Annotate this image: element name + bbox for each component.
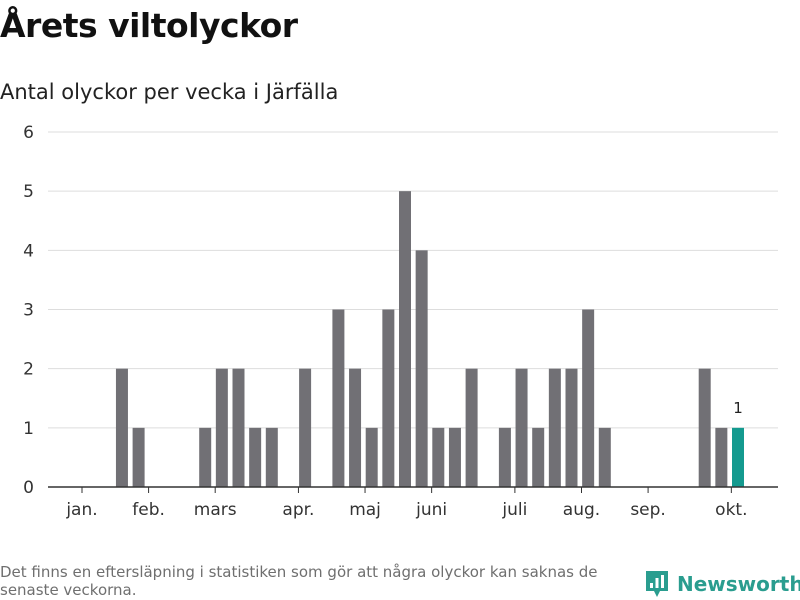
chart-title: Årets viltolyckor [0,6,298,45]
bar [582,309,595,487]
y-tick-label: 0 [23,478,34,498]
bar [365,427,378,487]
chart-subtitle: Antal olyckor per vecka i Järfälla [0,80,339,104]
newsworthy-logo[interactable]: Newsworthy [644,569,800,599]
x-tick-label: apr. [282,500,314,520]
y-tick-label: 4 [23,241,34,261]
bar-chart: 0 1 2 3 4 5 6 1 jan. feb. mars apr. maj juni juli aug. s… [23,123,778,520]
bar [232,368,245,487]
bar [532,427,545,487]
footnote: Det finns en eftersläpning i statistiken… [0,563,598,599]
y-tick-label: 5 [23,182,34,202]
x-tick-label: feb. [132,500,165,520]
bar [249,427,262,487]
x-tick-label: juli [501,500,527,520]
bar [465,368,478,487]
x-tick-label: sep. [630,500,666,520]
bar [698,368,711,487]
bar [349,368,362,487]
x-tick-label: mars [194,500,237,520]
bar [548,368,561,487]
bar [332,309,345,487]
bar [415,250,428,487]
bar [399,191,411,487]
highlight-bar [732,427,744,487]
x-tick-label: okt. [715,500,747,520]
y-tick-label: 3 [23,301,34,321]
x-tick-label: aug. [563,500,600,520]
bar [432,427,445,487]
x-tick-label: juni [415,500,447,520]
bar [598,427,611,487]
bar [448,427,461,487]
y-tick-label: 1 [23,419,34,439]
bar [515,368,528,487]
bar [132,427,145,487]
x-tick-label: jan. [65,500,97,520]
bar [382,309,395,487]
newsworthy-logo-icon [646,571,668,597]
bar [215,368,228,487]
y-tick-label: 2 [23,360,34,380]
bar [498,427,511,487]
bar [715,427,728,487]
bar [115,368,128,487]
bar [265,427,278,487]
bar [565,368,578,487]
bar [299,368,312,487]
bar [199,427,212,487]
y-tick-label: 6 [23,123,34,143]
newsworthy-logo-text: Newsworthy [677,572,800,596]
bar-data-label: 1 [733,399,743,417]
x-tick-label: maj [349,500,381,520]
